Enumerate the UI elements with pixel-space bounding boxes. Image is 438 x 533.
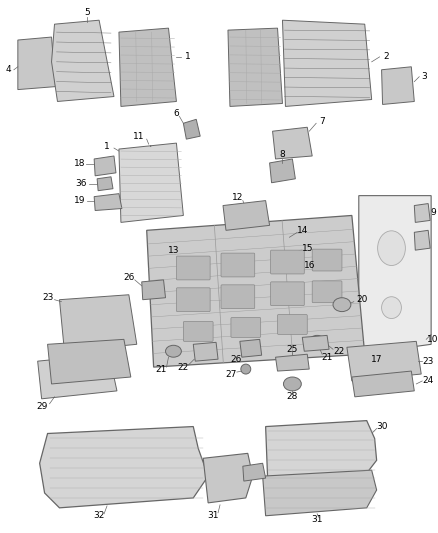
Polygon shape [18,37,56,90]
Ellipse shape [241,364,251,374]
Polygon shape [243,463,265,481]
Text: 10: 10 [427,335,438,344]
Text: 18: 18 [74,159,85,168]
Text: 22: 22 [333,347,345,356]
Text: 7: 7 [319,117,325,126]
Polygon shape [276,354,309,371]
Polygon shape [223,200,269,230]
FancyBboxPatch shape [177,256,210,280]
Polygon shape [359,196,431,354]
Text: 26: 26 [123,273,134,282]
Polygon shape [94,193,122,211]
FancyBboxPatch shape [271,282,304,305]
Text: 28: 28 [287,392,298,401]
Polygon shape [60,295,137,351]
Text: 20: 20 [356,295,367,304]
FancyBboxPatch shape [221,285,255,309]
Text: 27: 27 [225,369,237,378]
Polygon shape [352,371,414,397]
Text: 6: 6 [173,109,179,118]
Text: 26: 26 [230,354,242,364]
Text: 36: 36 [75,179,87,188]
Text: 9: 9 [430,208,436,217]
Text: 19: 19 [74,196,85,205]
Polygon shape [142,280,166,300]
Text: 21: 21 [155,365,166,374]
Polygon shape [272,127,312,159]
Polygon shape [302,335,329,351]
Ellipse shape [166,345,181,357]
Text: 29: 29 [36,402,47,411]
Text: 3: 3 [421,72,427,81]
Text: 31: 31 [311,515,323,524]
Polygon shape [52,20,114,101]
FancyBboxPatch shape [278,314,307,334]
Text: 24: 24 [423,376,434,385]
Polygon shape [228,28,283,107]
Polygon shape [119,28,177,107]
Ellipse shape [309,335,325,348]
Polygon shape [265,421,377,478]
Text: 23: 23 [42,293,53,302]
Text: 5: 5 [85,8,90,17]
Text: 1: 1 [104,142,110,151]
FancyBboxPatch shape [271,250,304,274]
Ellipse shape [333,298,351,312]
Text: 11: 11 [133,132,145,141]
Text: 21: 21 [321,353,333,362]
FancyBboxPatch shape [184,321,213,341]
Polygon shape [269,159,295,183]
Text: 30: 30 [376,422,387,431]
Text: 13: 13 [168,246,179,255]
Text: 22: 22 [178,362,189,372]
Text: 12: 12 [232,193,244,202]
Polygon shape [38,354,117,399]
Polygon shape [97,177,113,191]
Polygon shape [193,342,218,361]
FancyBboxPatch shape [231,318,261,337]
Polygon shape [40,426,208,508]
Text: 2: 2 [384,52,389,61]
Ellipse shape [381,297,401,319]
Text: 23: 23 [423,357,434,366]
Text: 16: 16 [304,261,315,270]
Polygon shape [414,230,430,250]
Polygon shape [240,340,261,357]
Text: 17: 17 [371,354,382,364]
Text: 15: 15 [301,244,313,253]
Polygon shape [283,20,372,107]
Polygon shape [203,454,253,503]
Text: 31: 31 [207,511,219,520]
Text: 1: 1 [185,52,191,61]
Text: 25: 25 [287,345,298,354]
Polygon shape [347,341,421,381]
FancyBboxPatch shape [312,249,342,271]
Ellipse shape [378,231,406,265]
Polygon shape [48,340,131,384]
Polygon shape [119,143,184,222]
Text: 32: 32 [93,511,105,520]
Polygon shape [184,119,200,139]
Text: 4: 4 [5,65,11,74]
Polygon shape [414,204,430,222]
Polygon shape [94,156,116,176]
Ellipse shape [283,377,301,391]
FancyBboxPatch shape [221,253,255,277]
FancyBboxPatch shape [177,288,210,312]
Text: 14: 14 [297,226,308,235]
Polygon shape [147,215,365,367]
Polygon shape [381,67,414,104]
Text: 8: 8 [279,150,285,158]
Polygon shape [263,470,377,516]
FancyBboxPatch shape [312,281,342,303]
